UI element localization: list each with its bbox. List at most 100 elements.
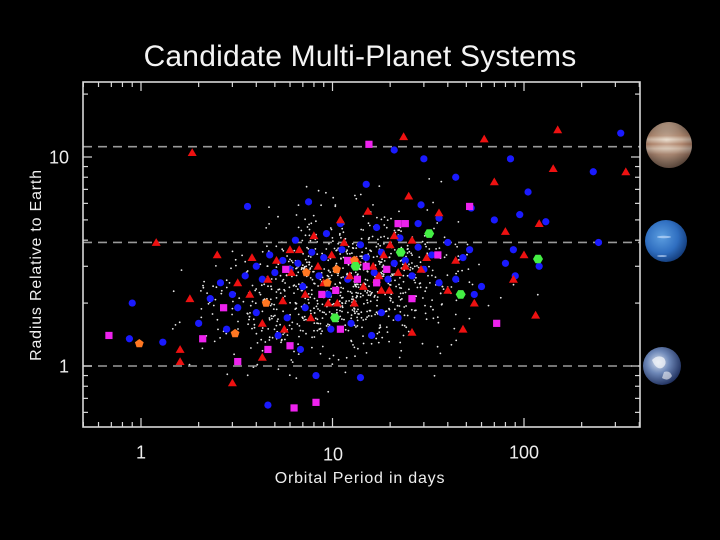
- candidate-dot: [418, 256, 421, 258]
- candidate-dot: [301, 264, 304, 266]
- candidate-dot: [329, 271, 332, 273]
- candidate-dot: [425, 286, 428, 289]
- candidate-dot: [364, 283, 367, 286]
- triangle-marker: [534, 219, 544, 227]
- candidate-dot: [287, 260, 290, 263]
- candidate-dot: [335, 262, 338, 265]
- circle-marker: [322, 230, 331, 238]
- square-marker: [466, 202, 474, 211]
- candidate-dot: [397, 229, 400, 232]
- candidate-dot: [437, 321, 440, 324]
- triangle-marker: [345, 271, 355, 280]
- candidate-dot: [302, 252, 304, 255]
- candidate-dot: [378, 260, 380, 263]
- circle-marker: [535, 262, 543, 270]
- candidate-dot: [341, 310, 343, 313]
- triangle-marker: [393, 268, 403, 276]
- y-axis-label: Radius Relative to Earth: [28, 169, 45, 361]
- candidate-dot: [332, 196, 335, 199]
- candidate-dot: [432, 201, 434, 204]
- candidate-dot: [225, 286, 228, 289]
- circle-marker: [466, 246, 474, 254]
- candidate-dot: [308, 223, 310, 226]
- candidate-dot: [421, 342, 424, 345]
- candidate-dot: [237, 320, 239, 323]
- candidate-dot: [431, 269, 434, 272]
- candidate-dot: [270, 315, 273, 317]
- candidate-dot: [268, 318, 271, 321]
- hexagon-marker: [395, 248, 406, 257]
- triangle-marker: [306, 313, 316, 322]
- circle-marker: [216, 279, 225, 287]
- candidate-dot: [252, 318, 255, 321]
- circle-marker: [501, 259, 510, 267]
- candidate-dot: [299, 329, 302, 332]
- candidate-dot: [263, 283, 266, 286]
- candidate-dot: [331, 237, 334, 239]
- candidate-dot: [309, 296, 312, 299]
- candidate-dot: [359, 296, 362, 298]
- square-marker: [362, 262, 370, 270]
- candidate-dot: [321, 330, 323, 332]
- triangle-marker: [479, 134, 489, 143]
- candidate-dot: [443, 236, 446, 239]
- candidate-dot: [268, 223, 270, 225]
- candidate-dot: [450, 343, 453, 346]
- candidate-dot: [407, 248, 409, 250]
- triangle-marker: [363, 206, 373, 215]
- candidate-dot: [362, 342, 365, 345]
- earth-image: [643, 347, 681, 385]
- candidate-dot: [314, 317, 317, 320]
- candidate-dot: [478, 263, 480, 266]
- candidate-dot: [273, 328, 276, 331]
- candidate-dot: [366, 316, 368, 318]
- candidate-dot: [277, 368, 280, 371]
- candidate-dot: [344, 302, 347, 304]
- circle-marker: [252, 262, 260, 270]
- square-marker: [336, 325, 345, 333]
- candidate-dot: [282, 249, 285, 252]
- candidate-dot: [286, 334, 289, 336]
- triangle-marker: [285, 245, 295, 254]
- candidate-dot: [212, 304, 215, 307]
- candidate-dot: [368, 224, 371, 227]
- triangle-marker: [309, 231, 319, 240]
- square-marker: [234, 357, 242, 366]
- candidate-dot: [362, 294, 364, 297]
- candidate-dot: [303, 315, 306, 318]
- candidate-dot: [453, 327, 456, 330]
- candidate-dot: [369, 290, 371, 293]
- triangle-marker: [339, 238, 349, 246]
- candidate-dot: [275, 245, 278, 248]
- candidate-dot: [454, 313, 457, 316]
- candidate-dot: [366, 299, 368, 301]
- candidate-dot: [409, 266, 412, 269]
- candidate-dot: [454, 243, 457, 246]
- candidate-dot: [377, 243, 380, 245]
- candidate-dot: [308, 302, 310, 304]
- candidate-dot: [468, 281, 471, 284]
- candidate-dot: [306, 261, 308, 264]
- triangle-marker: [313, 261, 323, 270]
- square-marker: [199, 335, 207, 343]
- hexagon-marker: [424, 229, 435, 238]
- candidate-dot: [370, 293, 373, 295]
- candidate-dot: [400, 230, 402, 233]
- candidate-dot: [344, 324, 347, 327]
- candidate-dot: [356, 274, 359, 276]
- candidate-dot: [431, 299, 433, 301]
- candidate-dot: [378, 331, 381, 333]
- candidate-dot: [291, 275, 293, 278]
- candidate-dot: [206, 292, 209, 294]
- candidate-dot: [345, 356, 348, 359]
- circle-marker: [444, 238, 452, 247]
- candidate-dot: [337, 274, 339, 277]
- triangle-marker: [257, 352, 267, 361]
- circle-marker: [315, 272, 323, 280]
- candidate-dot: [350, 340, 353, 343]
- candidate-dot: [347, 290, 349, 293]
- candidate-dot: [383, 235, 386, 238]
- candidate-dot: [468, 317, 471, 320]
- triangle-marker: [548, 164, 558, 172]
- candidate-dot: [333, 247, 336, 250]
